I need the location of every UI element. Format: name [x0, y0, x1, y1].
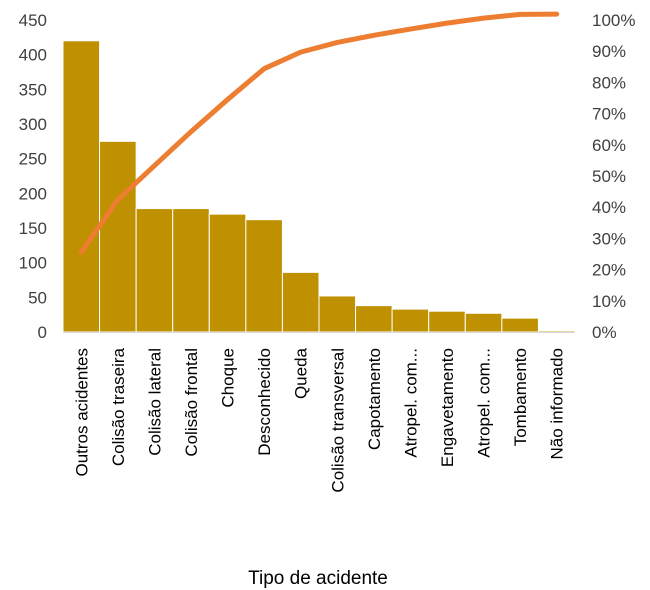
y-tick-label: 150	[19, 219, 47, 238]
bars-layer	[62, 40, 576, 333]
category-label: Choque	[219, 348, 238, 408]
category-label: Colisão lateral	[145, 348, 164, 456]
y2-tick-label: 10%	[592, 292, 626, 311]
bar-11	[464, 312, 503, 333]
category-label: Colisão transversal	[328, 348, 347, 493]
y2-tick-label: 80%	[592, 73, 626, 92]
y-tick-label: 450	[19, 11, 47, 30]
category-label: Atropel. com...	[401, 348, 420, 458]
cumulative-percent-line	[78, 11, 560, 255]
y-tick-label: 100	[19, 254, 47, 273]
y2-tick-label: 100%	[592, 11, 635, 30]
bar-13	[537, 330, 576, 333]
y2-tick-label: 30%	[592, 229, 626, 248]
category-label: Capotamento	[365, 348, 384, 450]
bar-5	[245, 219, 283, 333]
y2-tick-label: 50%	[592, 167, 626, 186]
bar-8	[355, 305, 393, 333]
category-label: Colisão frontal	[182, 348, 201, 457]
x-axis-title: Tipo de acidente	[248, 568, 388, 589]
y2-tick-label: 20%	[592, 261, 626, 280]
y-tick-label: 200	[19, 184, 47, 203]
bar-9	[391, 308, 430, 333]
y-tick-label: 400	[19, 46, 47, 65]
category-label: Outros acidentes	[72, 348, 91, 477]
right-axis-ticks: 0% 10% 20% 30% 40% 50% 60% 70% 80% 90% 100%	[592, 11, 635, 342]
category-label: Colisão traseira	[109, 347, 128, 466]
y-tick-label: 250	[19, 150, 47, 169]
bar-0	[62, 40, 101, 333]
y2-tick-label: 90%	[592, 42, 626, 61]
y-tick-label: 300	[19, 115, 47, 134]
bar-4	[208, 213, 247, 333]
category-label: Não informado	[548, 348, 567, 460]
y-tick-label: 0	[38, 323, 47, 342]
bar-10	[428, 310, 466, 333]
category-label: Atropel. com...	[475, 348, 494, 458]
y2-tick-label: 70%	[592, 105, 626, 124]
category-label: Desconhecido	[255, 348, 274, 456]
y2-tick-label: 0%	[592, 323, 617, 342]
y-tick-label: 350	[19, 80, 47, 99]
y-tick-label: 50	[28, 288, 47, 307]
category-label: Tombamento	[511, 348, 530, 446]
y2-tick-label: 40%	[592, 198, 626, 217]
bar-7	[318, 295, 357, 333]
bar-12	[501, 317, 539, 333]
category-labels: Outros acidentes Colisão traseira Colisão …	[72, 347, 566, 492]
category-label: Engavetamento	[438, 348, 457, 467]
cumulative-line-layer	[78, 11, 560, 255]
category-label: Queda	[292, 347, 311, 399]
bar-3	[172, 208, 210, 333]
bar-1	[99, 140, 137, 333]
bar-6	[281, 271, 320, 333]
y2-tick-label: 60%	[592, 136, 626, 155]
left-axis-ticks: 0 50 100 150 200 250 300 350 400 450	[19, 11, 47, 342]
bar-2	[135, 208, 174, 333]
